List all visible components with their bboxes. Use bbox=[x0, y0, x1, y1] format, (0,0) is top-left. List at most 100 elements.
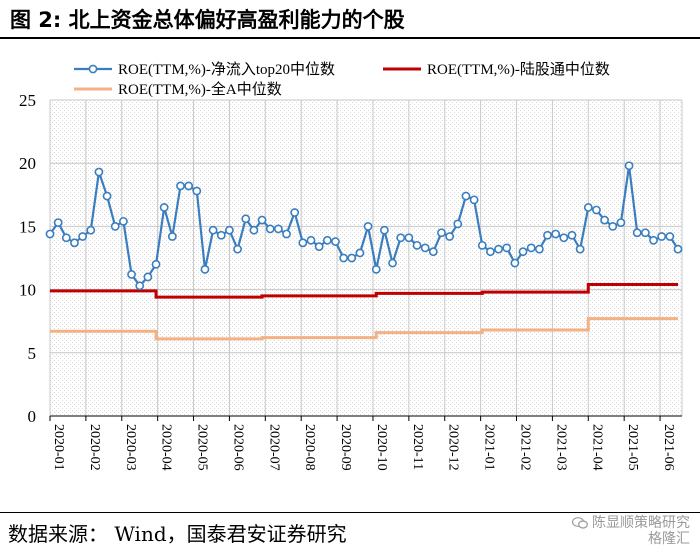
series-point-top20 bbox=[583, 203, 593, 212]
series-point-top20 bbox=[502, 243, 512, 253]
series-point-top20 bbox=[233, 244, 242, 254]
series-point-top20 bbox=[592, 205, 601, 215]
series-point-top20 bbox=[428, 247, 438, 257]
series-line-all-a bbox=[50, 317, 678, 341]
series-point-top20 bbox=[494, 244, 503, 254]
series-point-top20 bbox=[45, 229, 55, 239]
series-point-top20 bbox=[102, 191, 112, 201]
series-point-top20 bbox=[53, 218, 63, 228]
series-point-top20 bbox=[412, 240, 422, 250]
y-tick-label: 0 bbox=[28, 407, 37, 426]
series-point-top20 bbox=[225, 225, 234, 235]
x-tick-label: 2020-10 bbox=[374, 424, 389, 471]
watermark-text-1: 陈显顺策略研究 bbox=[592, 515, 690, 531]
source-divider bbox=[0, 512, 700, 513]
wechat-icon bbox=[572, 517, 588, 529]
series-point-top20 bbox=[486, 247, 495, 257]
series-point-top20 bbox=[363, 221, 373, 231]
x-tick-label: 2020-11 bbox=[410, 424, 425, 470]
series-point-top20 bbox=[534, 244, 544, 254]
series-point-top20 bbox=[322, 235, 332, 245]
series-point-top20 bbox=[298, 238, 308, 248]
x-tick-label: 2021-02 bbox=[518, 424, 533, 471]
series-point-top20 bbox=[331, 237, 340, 246]
x-tick-label: 2020-06 bbox=[230, 424, 245, 471]
watermark-line-1: 陈显顺策略研究 bbox=[572, 515, 690, 531]
series-point-top20 bbox=[176, 181, 185, 191]
legend-label: ROE(TTM,%)-净流入top20中位数 bbox=[118, 61, 335, 78]
series-point-top20 bbox=[388, 258, 397, 268]
series-point-top20 bbox=[396, 233, 406, 243]
series-point-top20 bbox=[404, 233, 414, 243]
series-point-top20 bbox=[241, 214, 251, 224]
series-point-top20 bbox=[420, 243, 430, 253]
series-point-top20 bbox=[192, 186, 202, 196]
series-point-top20 bbox=[70, 238, 79, 248]
x-tick-label: 2021-04 bbox=[589, 424, 604, 471]
series-point-top20 bbox=[600, 215, 609, 225]
series-point-top20 bbox=[461, 191, 471, 201]
series-point-top20 bbox=[119, 216, 128, 226]
series-point-top20 bbox=[127, 270, 136, 279]
series-point-top20 bbox=[445, 232, 455, 241]
series-point-top20 bbox=[559, 233, 569, 243]
series-point-top20 bbox=[306, 235, 316, 245]
title-divider bbox=[0, 37, 700, 39]
x-tick-label: 2020-04 bbox=[159, 424, 174, 471]
x-tick-label: 2020-01 bbox=[51, 424, 66, 471]
roe-line-chart: 0 5 10 15 20 25 2020-01 2020-02 2020-03 2020-04 20… bbox=[19, 61, 683, 471]
series-point-top20 bbox=[437, 228, 446, 238]
plot-background bbox=[50, 100, 682, 416]
x-tick-label: 2020-12 bbox=[446, 424, 461, 471]
legend-marker bbox=[88, 64, 98, 74]
series-point-top20 bbox=[184, 181, 194, 191]
x-tick-label: 2021-05 bbox=[625, 424, 640, 471]
x-tick-label: 2021-03 bbox=[553, 424, 568, 471]
chart-area: 0 5 10 15 20 25 2020-01 2020-02 2020-03 2020-04 20… bbox=[0, 42, 700, 502]
y-tick-label: 20 bbox=[19, 154, 36, 173]
series-group bbox=[45, 161, 683, 341]
series-point-top20 bbox=[543, 230, 552, 240]
x-tick-label: 2020-08 bbox=[302, 424, 317, 471]
y-tick-label: 25 bbox=[19, 91, 36, 110]
series-point-top20 bbox=[257, 215, 267, 225]
series-point-top20 bbox=[110, 221, 120, 231]
series-point-top20 bbox=[526, 243, 536, 253]
series-point-top20 bbox=[86, 225, 96, 235]
y-tick-label: 5 bbox=[28, 344, 37, 363]
series-point-top20 bbox=[249, 225, 259, 235]
series-point-top20 bbox=[282, 229, 291, 239]
series-point-top20 bbox=[290, 208, 300, 217]
series-point-top20 bbox=[551, 229, 561, 239]
series-point-top20 bbox=[575, 244, 585, 254]
series-point-top20 bbox=[453, 219, 463, 229]
series-point-top20 bbox=[273, 224, 283, 234]
watermark-text-2: 格隆汇 bbox=[648, 531, 690, 547]
x-tick-label: 2021-06 bbox=[661, 424, 676, 471]
series-point-top20 bbox=[567, 230, 577, 240]
series-point-top20 bbox=[477, 240, 487, 250]
x-tick-label: 2020-03 bbox=[123, 424, 138, 471]
series-point-top20 bbox=[151, 259, 161, 269]
series-point-top20 bbox=[379, 225, 389, 235]
series-point-top20 bbox=[135, 281, 145, 291]
legend-label: ROE(TTM,%)-全A中位数 bbox=[118, 80, 282, 98]
series-point-top20 bbox=[159, 203, 169, 212]
watermark: 陈显顺策略研究 格隆汇 bbox=[572, 515, 690, 547]
series-point-top20 bbox=[657, 232, 667, 241]
source-note: 数据来源： Wind，国泰君安证券研究 bbox=[8, 522, 347, 546]
gridlines bbox=[49, 99, 683, 416]
series-point-top20 bbox=[616, 218, 626, 228]
x-tick-label: 2020-07 bbox=[266, 424, 281, 471]
series-point-top20 bbox=[94, 167, 104, 177]
series-point-top20 bbox=[347, 253, 357, 263]
series-point-top20 bbox=[632, 228, 642, 238]
x-tick-label: 2020-02 bbox=[87, 424, 102, 471]
series-point-top20 bbox=[518, 247, 528, 257]
x-tick-label: 2021-01 bbox=[482, 424, 497, 471]
series-point-top20 bbox=[624, 161, 634, 171]
series-point-top20 bbox=[649, 235, 658, 245]
series-point-top20 bbox=[143, 272, 153, 282]
series-point-top20 bbox=[167, 232, 177, 241]
series-point-top20 bbox=[608, 221, 618, 231]
